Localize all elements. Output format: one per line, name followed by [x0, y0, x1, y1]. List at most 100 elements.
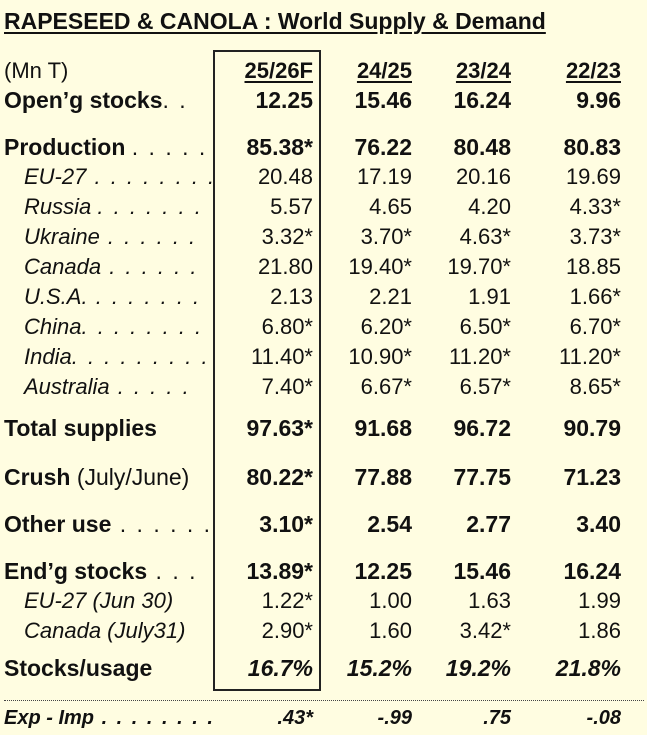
- table-row: Canada (July31) 2.90* 1.60 3.42* 1.86: [0, 616, 647, 646]
- cell-value: 12.25: [255, 87, 313, 113]
- cell-value: 19.70*: [447, 254, 511, 279]
- cell-value: 1.00: [369, 588, 412, 613]
- unit-label: (Mn T): [4, 58, 69, 83]
- cell-value: 19.69: [565, 164, 621, 189]
- table-title: RAPESEED & CANOLA : World Supply & Deman…: [4, 8, 546, 34]
- row-label: India. . . . . . . . .: [24, 344, 210, 369]
- cell-value: 17.19: [356, 164, 412, 189]
- row-label: U.S.A. . . . . . . .: [24, 284, 202, 309]
- cell-value: 19.2%: [445, 655, 511, 681]
- cell-value: 6.67*: [360, 374, 412, 399]
- cell-value: .43*: [277, 707, 313, 729]
- cell-value: 16.24: [453, 87, 511, 113]
- cell-value: 20.48: [257, 164, 313, 189]
- cell-value: 85.38*: [246, 134, 313, 160]
- cell-value: 1.91: [468, 284, 511, 309]
- cell-value: 3.42*: [459, 618, 511, 643]
- table-row: U.S.A. . . . . . . . 2.13 2.21 1.91 1.66…: [0, 282, 647, 312]
- cell-value: 2.54: [367, 511, 412, 537]
- cell-value: 21.80: [257, 254, 313, 279]
- cell-value: 15.46: [354, 87, 412, 113]
- cell-value: 3.10*: [259, 511, 313, 537]
- row-label: Canada (July31): [24, 618, 186, 643]
- row-label: Stocks/usage: [4, 655, 153, 681]
- table-row: Total supplies 97.63* 91.68 96.72 90.79: [0, 413, 647, 443]
- cell-value: 16.7%: [247, 655, 313, 681]
- cell-value: 1.66*: [569, 284, 621, 309]
- table-row: Russia . . . . . . . 5.57 4.65 4.20 4.33…: [0, 192, 647, 222]
- table-row: India. . . . . . . . . 11.40* 10.90* 11.…: [0, 342, 647, 372]
- cell-value: 91.68: [354, 415, 412, 441]
- cell-value: 9.96: [576, 87, 621, 113]
- cell-value: 6.57*: [459, 374, 511, 399]
- column-header: 24/25: [356, 58, 412, 83]
- cell-value: 1.99: [578, 588, 621, 613]
- cell-value: 16.24: [563, 558, 621, 584]
- cell-value: -.99: [377, 707, 412, 729]
- cell-value: 13.89*: [246, 558, 313, 584]
- table-row: Australia . . . . . 7.40* 6.67* 6.57* 8.…: [0, 372, 647, 402]
- row-label: Open’g stocks. .: [4, 87, 188, 113]
- cell-value: 1.60: [369, 618, 412, 643]
- cell-value: 4.20: [468, 194, 511, 219]
- cell-value: 97.63*: [246, 415, 313, 441]
- row-label: Canada . . . . . .: [24, 254, 199, 279]
- cell-value: 6.50*: [459, 314, 511, 339]
- cell-value: -.08: [586, 707, 621, 729]
- cell-value: 3.40: [576, 511, 621, 537]
- row-label: Crush (July/June): [4, 464, 190, 490]
- cell-value: 12.25: [354, 558, 412, 584]
- cell-value: 10.90*: [348, 344, 412, 369]
- cell-value: 8.65*: [569, 374, 621, 399]
- cell-value: 4.63*: [459, 224, 511, 249]
- cell-value: 77.88: [354, 464, 412, 490]
- row-label: EU-27 (Jun 30): [24, 588, 174, 613]
- table-row: Stocks/usage 16.7% 15.2% 19.2% 21.8%: [0, 653, 647, 683]
- cell-value: 3.73*: [569, 224, 621, 249]
- row-label: Total supplies: [4, 415, 157, 441]
- cell-value: 90.79: [563, 415, 621, 441]
- cell-value: 15.46: [453, 558, 511, 584]
- cell-value: 80.83: [563, 134, 621, 160]
- table-row: Canada . . . . . . 21.80 19.40* 19.70* 1…: [0, 252, 647, 282]
- cell-value: 2.13: [270, 284, 313, 309]
- table-row: EU-27 . . . . . . . . 20.48 17.19 20.16 …: [0, 162, 647, 192]
- cell-value: 5.57: [270, 194, 313, 219]
- cell-value: 19.40*: [348, 254, 412, 279]
- cell-value: 76.22: [354, 134, 412, 160]
- column-header: 22/23: [565, 58, 621, 83]
- table-row: Production . . . . . 85.38* 76.22 80.48 …: [0, 132, 647, 162]
- table-row: Crush (July/June) 80.22* 77.88 77.75 71.…: [0, 462, 647, 492]
- row-label: EU-27 . . . . . . . .: [24, 164, 217, 189]
- cell-value: 7.40*: [261, 374, 313, 399]
- cell-value: 11.20*: [559, 344, 621, 369]
- table-row: Other use . . . . . . 3.10* 2.54 2.77 3.…: [0, 509, 647, 539]
- cell-value: 2.77: [466, 511, 511, 537]
- row-label: Russia . . . . . . .: [24, 194, 203, 219]
- table-row: End’g stocks . . . 13.89* 12.25 15.46 16…: [0, 556, 647, 586]
- table-row: China. . . . . . . . 6.80* 6.20* 6.50* 6…: [0, 312, 647, 342]
- cell-value: 77.75: [453, 464, 511, 490]
- cell-value: 80.48: [453, 134, 511, 160]
- cell-value: 2.90*: [261, 618, 313, 643]
- cell-value: 11.20*: [449, 344, 511, 369]
- cell-value: 6.80*: [261, 314, 313, 339]
- table-row: Open’g stocks. . 12.25 15.46 16.24 9.96: [0, 85, 647, 115]
- row-label: Australia . . . . .: [24, 374, 191, 399]
- column-header: 25/26F: [244, 58, 314, 83]
- cell-value: 6.20*: [360, 314, 412, 339]
- row-label: Production . . . . .: [4, 134, 208, 160]
- cell-value: 3.70*: [360, 224, 412, 249]
- cell-value: 80.22*: [246, 464, 313, 490]
- cell-value: 96.72: [453, 415, 511, 441]
- divider: [4, 700, 644, 701]
- cell-value: 1.22*: [261, 588, 313, 613]
- cell-value: 4.65: [369, 194, 412, 219]
- cell-value: 1.86: [578, 618, 621, 643]
- cell-value: 18.85: [565, 254, 621, 279]
- cell-value: 71.23: [563, 464, 621, 490]
- row-label: Ukraine . . . . . .: [24, 224, 198, 249]
- row-label: China. . . . . . . .: [24, 314, 204, 339]
- table-row: Exp - Imp . . . . . . . . .43* -.99 .75 …: [0, 703, 647, 733]
- cell-value: 2.21: [369, 284, 412, 309]
